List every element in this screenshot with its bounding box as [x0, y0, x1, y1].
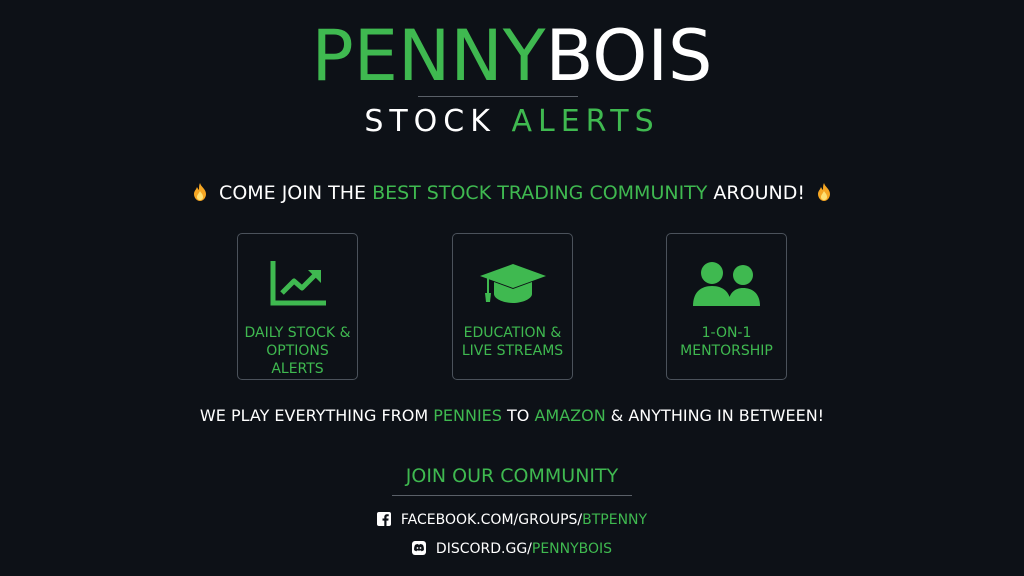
facebook-link-group: BTPENNY	[582, 512, 648, 528]
tagline-alerts: ALERTS	[511, 104, 660, 139]
chart-up-icon	[270, 261, 326, 306]
cta-divider	[392, 495, 632, 496]
discord-icon	[411, 541, 426, 555]
facebook-link[interactable]: FACEBOOK.COM/GROUPS/BTPENNY	[0, 510, 1024, 530]
subline: WE PLAY EVERYTHING FROM PENNIES TO AMAZO…	[0, 405, 1024, 427]
logo-divider	[418, 96, 578, 97]
headline-post: AROUND!	[707, 182, 805, 204]
subline-pre: WE PLAY EVERYTHING FROM	[199, 406, 434, 425]
discord-link[interactable]: DISCORD.GG/PENNYBOIS	[0, 539, 1024, 559]
discord-link-invite: PENNYBOIS	[531, 541, 613, 557]
logo-part-penny: PENNY	[311, 15, 546, 97]
headline: COME JOIN THE BEST STOCK TRADING COMMUNI…	[0, 180, 1024, 206]
logo-part-bois: BOIS	[545, 15, 713, 97]
join-community-heading: JOIN OUR COMMUNITY	[405, 465, 619, 487]
users-icon	[692, 262, 760, 306]
fire-icon	[818, 183, 830, 201]
subline-amazon: AMAZON	[534, 406, 606, 425]
facebook-icon	[376, 512, 391, 526]
subline-post: & ANYTHING IN BETWEEN!	[605, 406, 825, 425]
feature-card-alerts: DAILY STOCK & OPTIONS ALERTS	[237, 233, 358, 380]
feature-card-education: EDUCATION & LIVE STREAMS	[452, 233, 573, 380]
discord-link-prefix: DISCORD.GG/	[435, 541, 532, 557]
facebook-link-prefix: FACEBOOK.COM/GROUPS/	[400, 512, 583, 528]
fire-icon	[194, 183, 206, 201]
graduation-cap-icon	[479, 264, 546, 303]
brand-logo: PENNYBOIS	[0, 18, 1024, 94]
headline-pre: COME JOIN THE	[219, 182, 373, 204]
feature-card-mentorship: 1-ON-1 MENTORSHIP	[666, 233, 787, 380]
subline-pennies: PENNIES	[433, 406, 502, 425]
tagline: STOCK ALERTS	[0, 104, 1024, 140]
tagline-stock: STOCK	[364, 104, 512, 139]
headline-highlight: BEST STOCK TRADING COMMUNITY	[372, 182, 708, 204]
subline-mid: TO	[501, 406, 535, 425]
feature-label: 1-ON-1 MENTORSHIP	[680, 325, 773, 359]
feature-label: EDUCATION & LIVE STREAMS	[461, 325, 564, 359]
feature-label: DAILY STOCK & OPTIONS ALERTS	[244, 325, 351, 377]
